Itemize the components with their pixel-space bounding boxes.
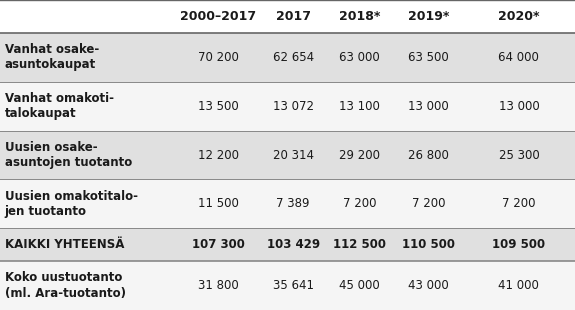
Text: 31 800: 31 800	[198, 279, 239, 292]
FancyBboxPatch shape	[0, 131, 575, 179]
Text: Uusien osake-
asuntojen tuotanto: Uusien osake- asuntojen tuotanto	[5, 141, 132, 169]
Text: Koko uustuotanto
(ml. Ara-tuotanto): Koko uustuotanto (ml. Ara-tuotanto)	[5, 271, 125, 300]
Text: 20 314: 20 314	[273, 148, 314, 162]
Text: 7 200: 7 200	[502, 197, 536, 210]
Text: 26 800: 26 800	[408, 148, 449, 162]
FancyBboxPatch shape	[0, 261, 575, 310]
Text: 13 000: 13 000	[408, 100, 449, 113]
Text: 2019*: 2019*	[408, 10, 449, 23]
Text: 63 000: 63 000	[339, 51, 380, 64]
Text: 41 000: 41 000	[499, 279, 539, 292]
Text: 63 500: 63 500	[408, 51, 449, 64]
FancyBboxPatch shape	[0, 228, 575, 261]
Text: 11 500: 11 500	[198, 197, 239, 210]
Text: 45 000: 45 000	[339, 279, 380, 292]
Text: 13 000: 13 000	[499, 100, 539, 113]
Text: 43 000: 43 000	[408, 279, 449, 292]
FancyBboxPatch shape	[0, 179, 575, 228]
Text: 62 654: 62 654	[273, 51, 314, 64]
Text: 2017: 2017	[276, 10, 310, 23]
Text: 7 389: 7 389	[277, 197, 310, 210]
Text: 13 072: 13 072	[273, 100, 314, 113]
Text: 29 200: 29 200	[339, 148, 380, 162]
Text: 13 500: 13 500	[198, 100, 239, 113]
Text: 7 200: 7 200	[412, 197, 445, 210]
Text: 64 000: 64 000	[499, 51, 539, 64]
Text: 2020*: 2020*	[498, 10, 540, 23]
Text: 25 300: 25 300	[499, 148, 539, 162]
Text: 2000–2017: 2000–2017	[181, 10, 256, 23]
Text: Uusien omakotitalo-
jen tuotanto: Uusien omakotitalo- jen tuotanto	[5, 190, 137, 218]
Text: KAIKKI YHTEENSÄ: KAIKKI YHTEENSÄ	[5, 238, 124, 251]
Text: Vanhat omakoti-
talokaupat: Vanhat omakoti- talokaupat	[5, 92, 114, 120]
FancyBboxPatch shape	[0, 33, 575, 82]
Text: Vanhat osake-
asuntokaupat: Vanhat osake- asuntokaupat	[5, 43, 99, 71]
FancyBboxPatch shape	[0, 0, 575, 33]
Text: 2018*: 2018*	[339, 10, 380, 23]
Text: 70 200: 70 200	[198, 51, 239, 64]
FancyBboxPatch shape	[0, 82, 575, 131]
Text: 112 500: 112 500	[333, 238, 386, 251]
Text: 103 429: 103 429	[267, 238, 320, 251]
Text: 107 300: 107 300	[192, 238, 245, 251]
Text: 13 100: 13 100	[339, 100, 380, 113]
Text: 110 500: 110 500	[402, 238, 455, 251]
Text: 12 200: 12 200	[198, 148, 239, 162]
Text: 35 641: 35 641	[273, 279, 314, 292]
Text: 7 200: 7 200	[343, 197, 376, 210]
Text: 109 500: 109 500	[492, 238, 546, 251]
